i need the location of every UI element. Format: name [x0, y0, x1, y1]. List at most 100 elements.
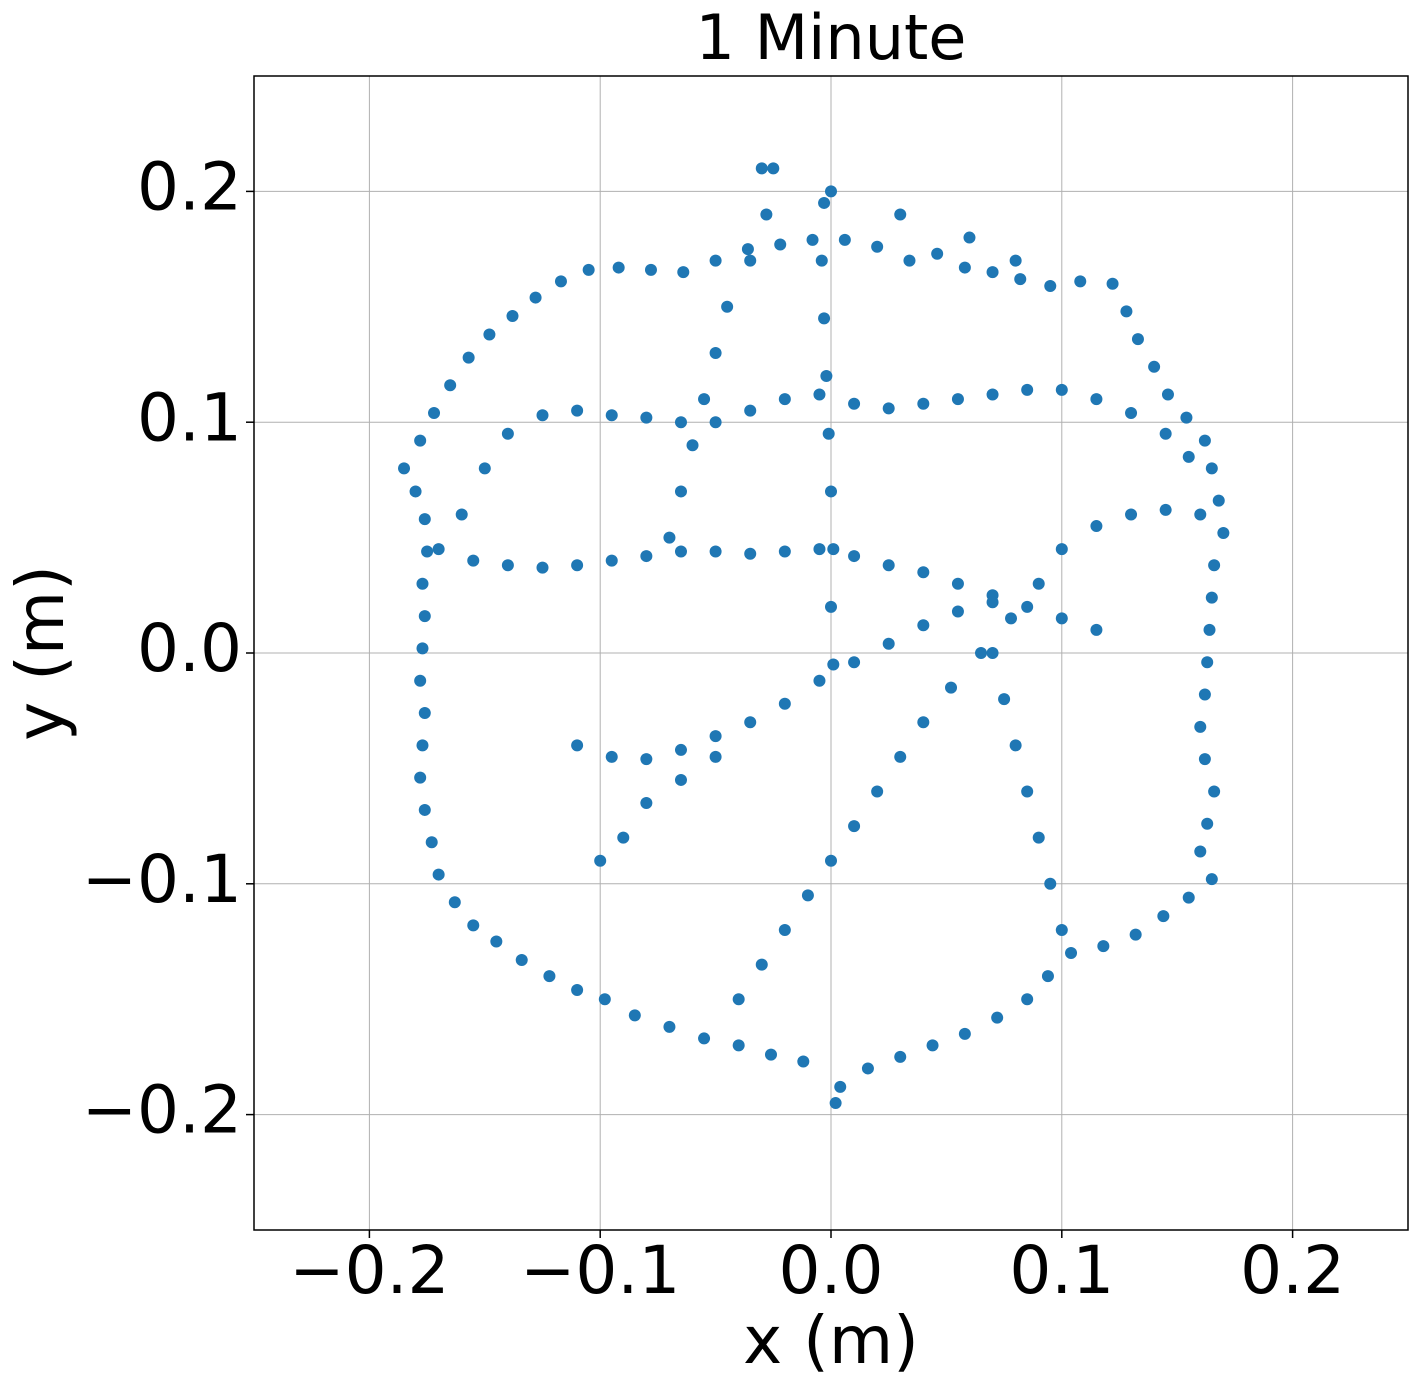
point: [686, 439, 699, 452]
point: [732, 993, 745, 1006]
point: [1055, 543, 1068, 556]
point: [760, 208, 773, 221]
point: [709, 416, 722, 429]
point: [1198, 434, 1211, 447]
point: [698, 1032, 711, 1045]
point: [1203, 623, 1216, 636]
point: [871, 785, 884, 798]
point: [1129, 928, 1142, 941]
x-tick-label: −0.2: [289, 1232, 449, 1309]
point: [1032, 831, 1045, 844]
point: [428, 406, 441, 419]
point: [409, 485, 422, 498]
point: [827, 543, 840, 556]
point: [917, 619, 930, 632]
x-tick-label: 0.2: [1240, 1232, 1345, 1309]
point: [478, 462, 491, 475]
point: [1055, 612, 1068, 625]
point: [917, 397, 930, 410]
point: [778, 545, 791, 558]
point: [1194, 720, 1207, 733]
point: [1217, 526, 1230, 539]
point: [1009, 739, 1022, 752]
point: [467, 554, 480, 567]
point: [448, 896, 461, 909]
point: [822, 427, 835, 440]
y-tick-label: −0.2: [82, 1072, 242, 1149]
point: [1090, 393, 1103, 406]
point: [926, 1039, 939, 1052]
point: [815, 254, 828, 267]
point: [490, 935, 503, 948]
y-tick-label: 0.2: [137, 148, 242, 225]
point: [1044, 877, 1057, 890]
point: [1009, 254, 1022, 267]
point: [721, 300, 734, 313]
point: [1194, 845, 1207, 858]
point: [882, 402, 895, 415]
point: [709, 545, 722, 558]
point: [755, 958, 768, 971]
point: [1074, 275, 1087, 288]
point: [628, 1009, 641, 1022]
point: [813, 543, 826, 556]
point: [1106, 277, 1119, 290]
point: [951, 393, 964, 406]
point: [674, 416, 687, 429]
x-tick-label: −0.1: [520, 1232, 680, 1309]
point: [848, 397, 861, 410]
point: [778, 697, 791, 710]
point: [529, 291, 542, 304]
point: [594, 854, 607, 867]
point: [882, 637, 895, 650]
point: [1125, 508, 1138, 521]
point: [571, 739, 584, 752]
point: [416, 739, 429, 752]
point: [1065, 947, 1078, 960]
point: [1120, 305, 1133, 318]
point: [582, 263, 595, 276]
point: [903, 254, 916, 267]
point: [975, 647, 988, 659]
point: [414, 771, 427, 784]
point: [1055, 923, 1068, 936]
point: [818, 312, 831, 325]
point: [709, 750, 722, 763]
point: [774, 238, 787, 251]
point: [1014, 273, 1027, 286]
point: [1097, 940, 1110, 953]
point: [818, 196, 831, 209]
point: [744, 547, 757, 560]
point: [663, 1020, 676, 1033]
point: [1131, 333, 1144, 346]
point: [861, 1062, 874, 1075]
point: [825, 485, 837, 498]
point: [1148, 360, 1161, 373]
point: [1198, 688, 1211, 701]
x-tick-label: 0.0: [779, 1232, 884, 1309]
point: [834, 1080, 847, 1093]
point: [501, 427, 514, 440]
point: [677, 266, 690, 279]
point: [986, 388, 999, 401]
plot-frame: [253, 75, 1409, 1231]
point: [1201, 656, 1214, 669]
point: [709, 346, 722, 359]
point: [991, 1011, 1004, 1024]
point: [778, 923, 791, 936]
point: [644, 263, 657, 276]
point: [986, 596, 999, 609]
point: [416, 642, 429, 655]
point: [640, 797, 653, 810]
chart-title: 1 Minute: [696, 1, 967, 74]
point: [1021, 600, 1034, 613]
point: [1041, 970, 1054, 983]
point: [1180, 411, 1193, 424]
point: [605, 750, 618, 763]
x-tick-label: 0.1: [1009, 1232, 1114, 1309]
point: [820, 370, 833, 383]
point: [1161, 388, 1174, 401]
point: [741, 243, 754, 256]
point: [612, 261, 625, 274]
